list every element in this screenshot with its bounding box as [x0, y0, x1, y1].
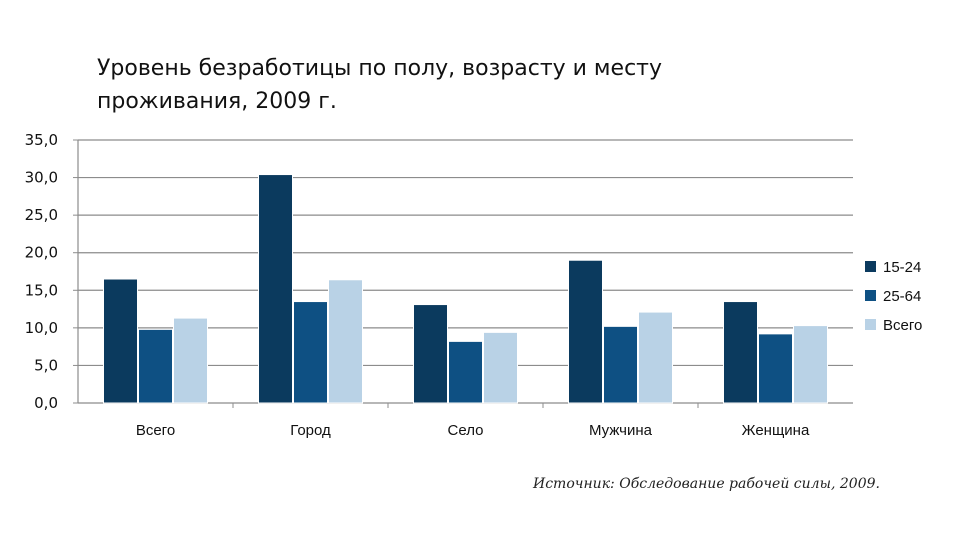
y-tick-label: 10,0 [25, 319, 58, 337]
category-label: Мужчина [589, 422, 653, 439]
bar [413, 304, 448, 404]
category-label: Город [290, 422, 331, 439]
y-tick-label: 5,0 [34, 356, 58, 374]
source-note: Источник: Обследование рабочей силы, 200… [533, 476, 880, 492]
bar [173, 317, 208, 404]
category-labels: Всего Город Село Мужчина Женщина [136, 422, 810, 439]
y-tick-label: 25,0 [25, 206, 58, 224]
bar [603, 325, 638, 404]
y-tick-labels: 0,0 5,0 10,0 15,0 20,0 25,0 30,0 35,0 [25, 131, 58, 412]
legend-swatch [865, 290, 876, 301]
legend-swatch [865, 261, 876, 272]
legend-swatch [865, 319, 876, 330]
y-tick-label: 20,0 [25, 244, 58, 262]
y-tick-label: 35,0 [25, 131, 58, 149]
bar [638, 311, 673, 404]
category-label: Село [448, 422, 484, 439]
legend-label: 15-24 [883, 259, 921, 276]
bar [793, 325, 828, 404]
chart-title: Уровень безработицы по полу, возрасту и … [97, 56, 662, 114]
legend-label: Всего [883, 317, 922, 334]
y-tick-label: 30,0 [25, 169, 58, 187]
y-tick-label: 0,0 [34, 394, 58, 412]
bar [138, 328, 173, 404]
bar [568, 259, 603, 404]
bar [483, 331, 518, 404]
bars [103, 174, 828, 404]
legend-label: 25-64 [883, 288, 921, 305]
bar [103, 278, 138, 404]
category-label: Всего [136, 422, 175, 439]
category-label: Женщина [742, 422, 810, 439]
bar [723, 301, 758, 404]
legend: 15-24 25-64 Всего [865, 259, 922, 334]
bar [328, 279, 363, 404]
bar [258, 174, 293, 404]
bar [448, 340, 483, 404]
y-tick-label: 15,0 [25, 281, 58, 299]
bar [293, 301, 328, 404]
bar [758, 333, 793, 404]
